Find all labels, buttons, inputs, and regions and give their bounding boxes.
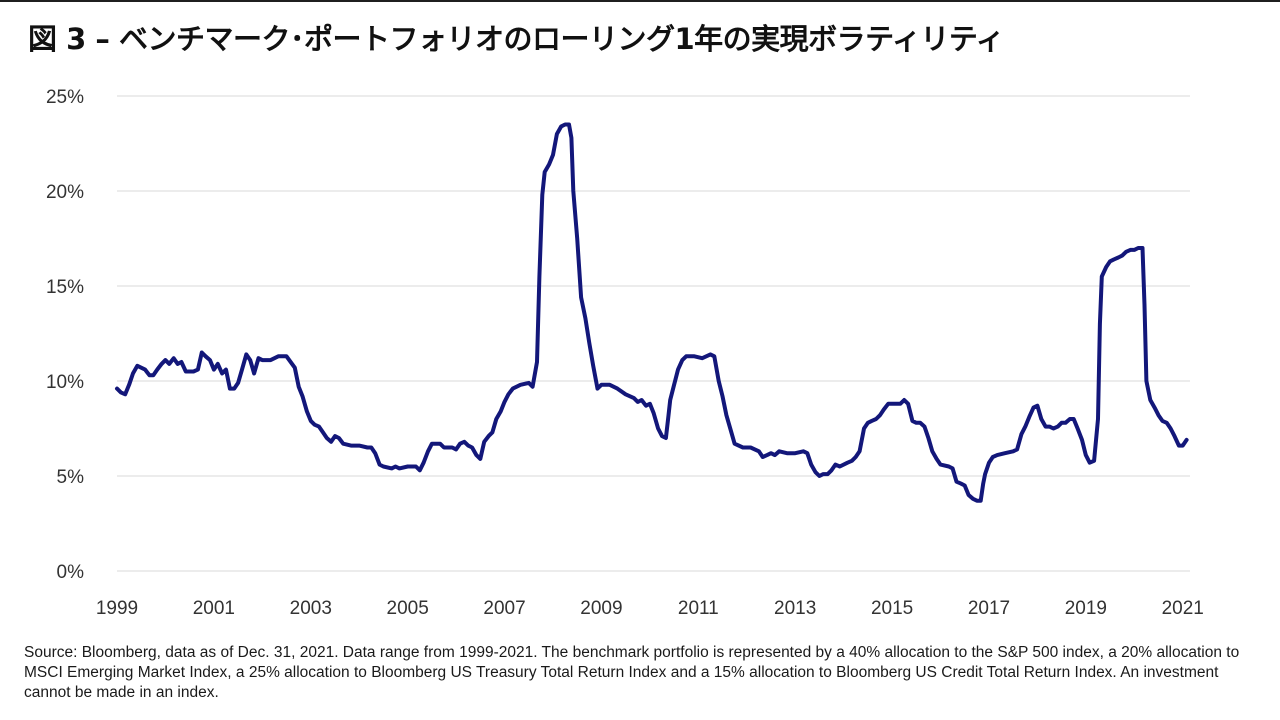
top-rule	[0, 0, 1280, 2]
y-tick-label: 0%	[57, 562, 85, 583]
y-tick-label: 5%	[57, 467, 85, 488]
x-tick-label: 2009	[580, 598, 622, 619]
x-tick-label: 2019	[1065, 598, 1107, 619]
chart-title: 図 3 – ベンチマーク･ポートフォリオのローリング1年の実現ボラティリティ	[28, 22, 1005, 56]
x-tick-label: 2005	[387, 598, 429, 619]
x-tick-label: 2013	[774, 598, 816, 619]
x-tick-label: 2001	[193, 598, 235, 619]
x-axis-tick-labels: 1999 2001 2003 2005 2007 2009 2011 2013 2015 2017…	[96, 598, 1204, 619]
x-tick-label: 2007	[483, 598, 525, 619]
x-tick-label: 1999	[96, 598, 138, 619]
source-note: Source: Bloomberg, data as of Dec. 31, 2…	[24, 644, 1240, 701]
y-tick-label: 25%	[46, 87, 84, 108]
y-tick-label: 15%	[46, 277, 84, 298]
x-tick-label: 2011	[678, 598, 719, 619]
gridlines	[117, 95, 1190, 572]
x-tick-label: 2021	[1162, 598, 1204, 619]
series-line-0	[115, 122, 1189, 503]
series-layer	[115, 122, 1189, 503]
x-tick-label: 2003	[290, 598, 332, 619]
x-tick-label: 2015	[871, 598, 913, 619]
x-tick-label: 2017	[968, 598, 1010, 619]
y-tick-label: 10%	[46, 372, 84, 393]
line-chart: 0% 5% 10% 15% 20% 25% 1999 2001 2003 2005 2007 200…	[46, 87, 1204, 619]
y-axis-tick-labels: 0% 5% 10% 15% 20% 25%	[46, 87, 84, 583]
y-tick-label: 20%	[46, 182, 84, 203]
